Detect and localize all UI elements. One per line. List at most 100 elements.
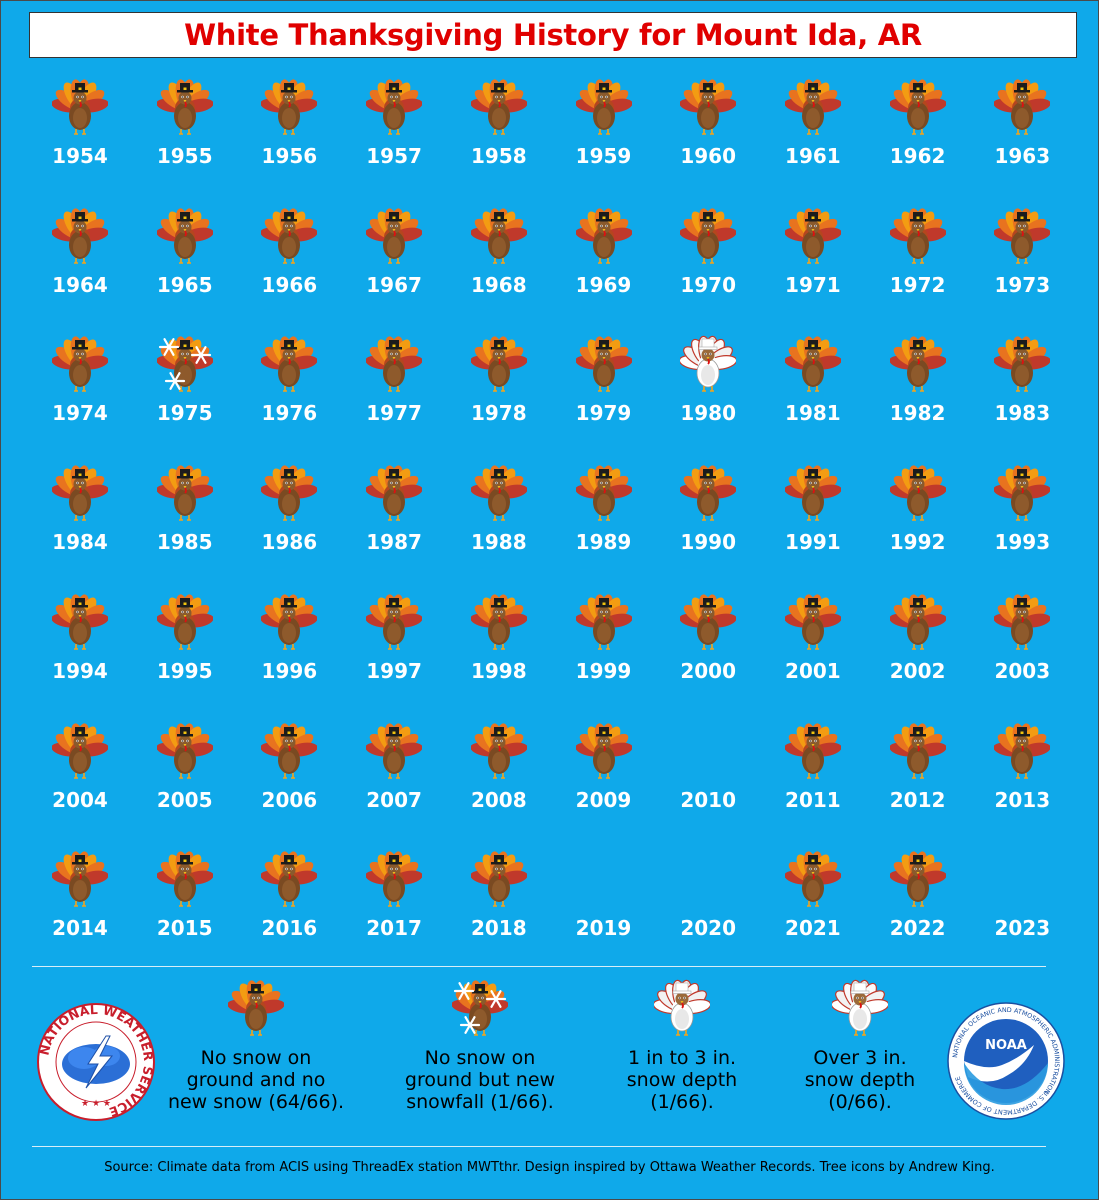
year-cell-2023: 2023 (970, 850, 1074, 960)
year-cell-1979: 1979 (552, 335, 656, 445)
turkey-icon (365, 464, 423, 524)
legend-item-depth-over-3: Over 3 in. snow depth (0/66). (760, 975, 960, 1125)
year-label: 1976 (261, 401, 318, 426)
divider-top (32, 966, 1046, 967)
turkey-icon (365, 593, 423, 653)
turkey-icon (784, 335, 842, 395)
year-label: 1973 (994, 272, 1051, 297)
turkey-icon (260, 207, 318, 267)
year-label: 1999 (575, 658, 632, 683)
year-label: 1996 (261, 658, 318, 683)
turkey-icon (888, 464, 947, 524)
year-label: 1960 (680, 144, 737, 168)
turkey-icon (888, 78, 947, 138)
year-cell-1955: 1955 (133, 78, 237, 188)
year-cell-1970: 1970 (656, 207, 760, 317)
year-cell-1978: 1978 (447, 335, 551, 445)
year-label: 2003 (994, 658, 1051, 683)
year-label: 1986 (261, 530, 318, 555)
year-label: 2007 (366, 787, 422, 812)
legend-label: 1 in to 3 in. snow depth (1/66). (626, 1047, 738, 1113)
year-label: 2002 (889, 658, 946, 683)
turkey-icon (260, 722, 318, 782)
svg-text:★ ★ ★: ★ ★ ★ (81, 1099, 111, 1109)
turkey-icon (260, 464, 318, 524)
year-cell-2018: 2018 (447, 850, 551, 960)
year-cell-1964: 1964 (28, 207, 132, 317)
year-label: 1984 (52, 530, 108, 555)
turkey-snowflake-icon (451, 979, 509, 1039)
year-cell-1983: 1983 (970, 335, 1074, 445)
year-label: 1966 (261, 272, 318, 297)
turkey-icon (470, 207, 528, 267)
year-cell-2015: 2015 (133, 850, 237, 960)
turkey-icon (156, 464, 214, 524)
turkey-icon (51, 78, 109, 138)
turkey-icon (156, 722, 214, 782)
year-cell-1967: 1967 (342, 207, 446, 317)
year-cell-1959: 1959 (552, 78, 656, 188)
year-cell-2021: 2021 (761, 850, 865, 960)
legend-label: Over 3 in. snow depth (0/66). (804, 1047, 916, 1113)
turkey-icon (574, 464, 633, 524)
year-label: 2018 (470, 916, 527, 941)
year-cell-1987: 1987 (342, 464, 446, 574)
turkey-icon (888, 207, 947, 267)
year-grid: 1954 1955 1956 1957 1958 1959 1960 1961 1962 1963… (28, 78, 1074, 960)
year-label: 2010 (680, 787, 737, 812)
year-cell-1984: 1984 (28, 464, 132, 574)
turkey-icon (365, 78, 423, 138)
year-cell-2011: 2011 (761, 722, 865, 832)
turkey-icon (679, 78, 737, 138)
turkey-icon (470, 850, 528, 910)
year-label: 2001 (785, 658, 841, 683)
year-cell-2020: 2020 (656, 850, 760, 960)
turkey-icon (784, 850, 842, 910)
year-cell-1965: 1965 (133, 207, 237, 317)
year-cell-1988: 1988 (447, 464, 551, 574)
turkey-icon (888, 850, 947, 910)
year-cell-1957: 1957 (342, 78, 446, 188)
turkey-icon (679, 593, 737, 653)
year-label: 1980 (680, 401, 737, 426)
turkey-icon (260, 335, 318, 395)
year-label: 2021 (785, 916, 841, 941)
turkey-icon (574, 78, 633, 138)
year-cell-2016: 2016 (237, 850, 341, 960)
year-label: 1963 (994, 144, 1051, 168)
year-cell-1962: 1962 (866, 78, 970, 188)
year-label: 1954 (52, 144, 108, 168)
year-label: 1958 (470, 144, 527, 168)
year-label: 2008 (470, 787, 527, 812)
year-label: 1979 (575, 401, 632, 426)
year-cell-1981: 1981 (761, 335, 865, 445)
year-label: 1985 (156, 530, 213, 555)
turkey-icon (470, 722, 528, 782)
year-cell-1982: 1982 (866, 335, 970, 445)
year-cell-2003: 2003 (970, 593, 1074, 703)
year-cell-1975: 1975 (133, 335, 237, 445)
year-cell-1990: 1990 (656, 464, 760, 574)
year-cell-1991: 1991 (761, 464, 865, 574)
year-label: 2009 (575, 787, 632, 812)
turkey-icon (365, 722, 423, 782)
year-cell-1989: 1989 (552, 464, 656, 574)
nws-logo: NATIONAL WEATHER SERVICE ★ ★ ★ (36, 1002, 156, 1121)
turkey-snowflake-icon (156, 335, 214, 395)
year-cell-1963: 1963 (970, 78, 1074, 188)
year-cell-1960: 1960 (656, 78, 760, 188)
year-label: 1969 (575, 272, 632, 297)
turkey-icon (784, 78, 842, 138)
turkey-icon (784, 464, 842, 524)
year-label: 2014 (52, 916, 108, 941)
year-label: 1989 (575, 530, 632, 555)
year-label: 1987 (366, 530, 422, 555)
year-label: 2020 (680, 916, 737, 941)
noaa-center-text: NOAA (985, 1038, 1027, 1053)
turkey-icon (993, 78, 1051, 138)
turkey-icon (993, 207, 1051, 267)
year-cell-1976: 1976 (237, 335, 341, 445)
turkey-icon (470, 78, 528, 138)
year-label: 1965 (156, 272, 213, 297)
turkey-icon (574, 722, 633, 782)
